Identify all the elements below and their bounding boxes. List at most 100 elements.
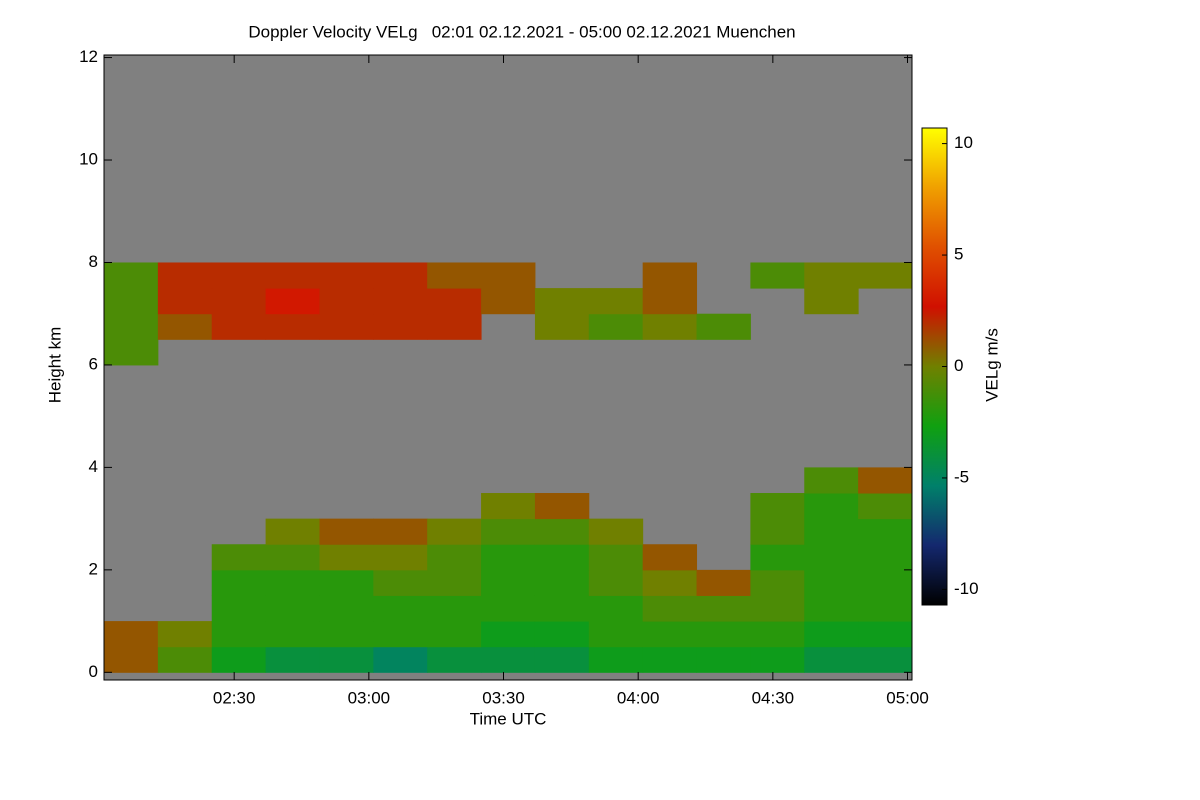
cell: [211, 646, 267, 673]
x-tick-label: 02:30: [213, 688, 256, 707]
colorbar-tick-label: 10: [954, 133, 973, 152]
cell: [696, 621, 751, 648]
x-axis-label: Time UTC: [470, 709, 547, 728]
cell: [534, 313, 590, 340]
cell: [373, 313, 428, 340]
cell: [211, 621, 267, 648]
cell: [157, 288, 213, 315]
colorbar-tick-label: 5: [954, 245, 963, 264]
cell: [804, 493, 859, 520]
cell: [858, 467, 912, 494]
cell: [104, 313, 159, 340]
cell: [211, 313, 267, 340]
cell: [534, 621, 590, 648]
cell: [534, 518, 590, 545]
colorbar-tick-label: -10: [954, 579, 979, 598]
cell: [319, 569, 374, 596]
cell: [427, 569, 482, 596]
cell: [373, 544, 428, 571]
cell: [534, 544, 590, 571]
cell: [481, 621, 536, 648]
cell: [642, 288, 698, 315]
cell: [750, 595, 805, 622]
cell: [696, 595, 751, 622]
cell: [858, 646, 912, 673]
cell: [104, 646, 159, 673]
cell: [211, 595, 267, 622]
cell: [588, 595, 644, 622]
cell: [157, 646, 213, 673]
plot-frame: [103, 54, 913, 681]
cell: [642, 262, 698, 289]
x-tick-label: 03:00: [348, 688, 391, 707]
cell: [481, 288, 536, 315]
cell: [265, 518, 320, 545]
cell: [642, 544, 698, 571]
cell: [211, 288, 267, 315]
y-axis-label: Height km: [45, 327, 64, 404]
cell: [750, 493, 805, 520]
cell: [481, 595, 536, 622]
y-tick-label: 4: [89, 457, 98, 476]
cell: [858, 262, 912, 289]
cell: [750, 646, 805, 673]
cell: [373, 621, 428, 648]
cell: [427, 621, 482, 648]
cell: [481, 493, 536, 520]
colorbar-tick-label: 0: [954, 356, 963, 375]
cell: [804, 518, 859, 545]
cell: [319, 595, 374, 622]
cell: [427, 262, 482, 289]
cell: [104, 339, 159, 366]
cell: [373, 262, 428, 289]
cell: [373, 518, 428, 545]
cell: [588, 518, 644, 545]
cell: [804, 595, 859, 622]
cell: [427, 288, 482, 315]
cell: [427, 518, 482, 545]
cell: [750, 621, 805, 648]
cell: [588, 544, 644, 571]
chart-title: Doppler Velocity VELg 02:01 02.12.2021 -…: [248, 22, 795, 41]
x-tick-label: 03:30: [482, 688, 525, 707]
cell: [373, 569, 428, 596]
cell: [588, 621, 644, 648]
cell: [265, 313, 320, 340]
cell: [265, 621, 320, 648]
cell: [427, 595, 482, 622]
cell: [265, 544, 320, 571]
cell: [804, 646, 859, 673]
cell: [858, 595, 912, 622]
cell: [642, 621, 698, 648]
y-tick-label: 8: [89, 252, 98, 271]
x-tick-label: 04:00: [617, 688, 660, 707]
cell: [750, 569, 805, 596]
cell: [804, 569, 859, 596]
cell: [588, 313, 644, 340]
cell: [427, 544, 482, 571]
cell: [642, 646, 698, 673]
cell: [481, 262, 536, 289]
cell: [858, 621, 912, 648]
cell: [588, 288, 644, 315]
cell: [481, 518, 536, 545]
cell: [696, 569, 751, 596]
x-tick-label: 04:30: [752, 688, 795, 707]
x-tick-label: 05:00: [886, 688, 929, 707]
cell: [534, 493, 590, 520]
cell: [157, 621, 213, 648]
cell: [104, 288, 159, 315]
cell: [319, 313, 374, 340]
cell: [804, 621, 859, 648]
colorbar-label: VELg m/s: [982, 328, 1001, 402]
cell: [642, 595, 698, 622]
cell: [211, 544, 267, 571]
cell: [265, 288, 320, 315]
cell: [858, 569, 912, 596]
cell: [265, 569, 320, 596]
cell: [319, 621, 374, 648]
cell: [588, 646, 644, 673]
cell: [104, 621, 159, 648]
cell: [750, 544, 805, 571]
